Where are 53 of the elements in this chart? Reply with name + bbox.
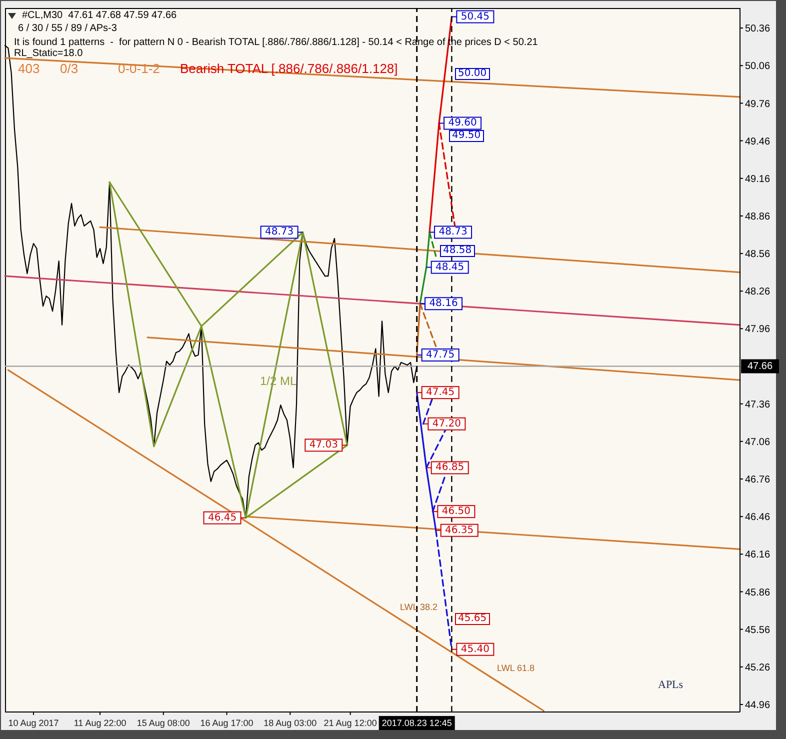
data-label: 48.73 [438,226,468,238]
data-label: 46.85 [436,462,464,474]
y-tick-label: 48.26 [745,286,770,298]
data-label: 48.45 [436,262,464,273]
y-tick-label: 45.86 [745,587,770,598]
annotation: 403 [18,61,40,76]
chart-title: #CL,M30 47.61 47.68 47.59 47.66 [22,10,177,22]
data-label: 46.35 [445,524,474,536]
x-tick-label: 10 Aug 2017 [8,718,59,728]
y-tick-label: 49.16 [745,174,770,185]
y-tick-label: 49.76 [745,98,770,110]
x-tick-label: 11 Aug 22:00 [74,718,126,728]
y-tick-label: 48.86 [745,211,770,222]
data-label: 50.45 [460,11,490,22]
y-tick-label: 47.96 [745,324,770,336]
y-tick-label: 50.06 [745,61,770,72]
annotation: 49.50 [449,130,484,142]
x-tick-label: 15 Aug 08:00 [136,718,190,728]
annotation: APLs [658,679,684,692]
y-tick-label: 46.76 [745,474,770,486]
annotation: LWL 38.2 [400,602,438,613]
data-label: 47.03 [309,440,338,451]
ref-line-label: 47.66 [747,360,773,372]
y-tick-label: 44.96 [745,700,770,712]
y-tick-label: 45.56 [745,624,770,636]
y-tick-label: 49.46 [745,136,770,148]
annotation: 50.00 [455,68,490,80]
data-label: 49.60 [448,118,477,129]
x-tick-label: 18 Aug 03:00 [264,718,317,728]
y-tick-label: 46.46 [745,512,770,524]
data-label: 46.50 [442,506,471,518]
annotation: 0/3 [60,61,78,76]
data-label: 47.75 [426,349,455,360]
x-tick-label: 21 Aug 12:00 [324,718,377,728]
y-tick-label: 46.16 [745,550,770,561]
text: 6 / 30 / 55 / 89 / APs-3 [18,23,117,35]
data-label: 48.73 [264,226,294,238]
y-tick-label: 50.36 [745,24,770,35]
data-label: 47.45 [426,387,455,398]
data-label: 45.40 [460,644,490,655]
data-label: 46.45 [208,512,237,524]
annotation: RL_Static=18.0 [14,48,83,60]
annotation: LWL 61.8 [497,663,535,674]
y-tick-label: 48.56 [745,249,770,260]
y-tick-label: 47.36 [745,399,770,410]
y-tick-label: 47.06 [745,436,770,448]
data-label: 48.16 [429,298,458,310]
data-label: 47.20 [432,418,462,430]
annotation: 45.65 [455,613,490,625]
x-tick-label: 2017.08.23 12:45 [382,718,452,728]
y-tick-label: 45.26 [745,662,770,674]
x-tick-label: 16 Aug 17:00 [200,718,254,728]
annotation: 48.58 [440,245,475,257]
